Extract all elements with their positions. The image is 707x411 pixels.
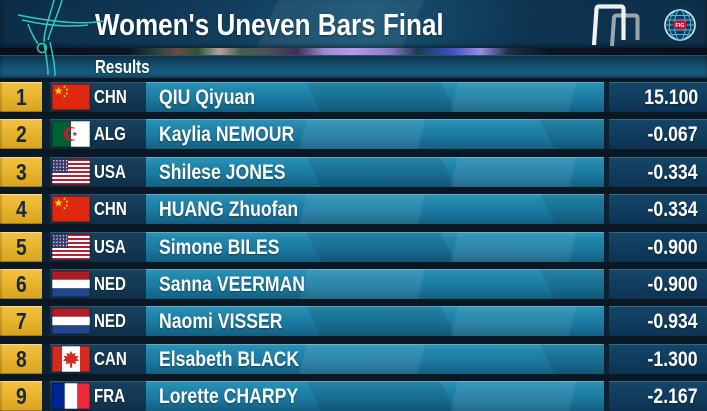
name-cell: Simone BILES <box>146 231 604 262</box>
rank-cell: 4 <box>0 194 42 225</box>
athlete-name: Lorette CHARPY <box>159 385 299 408</box>
rank-cell: 5 <box>0 231 42 262</box>
table-row: 6 NED Sanna VEERMAN -0.900 <box>0 268 707 299</box>
score-value: -0.900 <box>647 235 698 259</box>
rank-number: 2 <box>15 121 27 148</box>
noc-code: CHN <box>94 87 127 107</box>
score-cell: -1.300 <box>604 343 707 374</box>
results-label: Results <box>95 57 150 77</box>
flag-alg-icon <box>52 121 90 148</box>
page-title: Women's Uneven Bars Final <box>95 7 444 42</box>
rank-number: 4 <box>15 196 27 223</box>
table-row: 8 CAN Elsabeth BLACK -1.300 <box>0 343 707 374</box>
athlete-name: Elsabeth BLACK <box>159 347 300 371</box>
rank-cell: 1 <box>0 82 42 112</box>
fig-logo-text: FIG <box>675 23 684 29</box>
score-cell: -0.900 <box>604 231 707 262</box>
flag-usa-icon <box>52 158 90 185</box>
score-value: -2.167 <box>647 385 698 408</box>
noc-code: FRA <box>94 386 126 406</box>
rank-number: 3 <box>15 158 27 185</box>
rank-number: 5 <box>15 233 27 260</box>
name-cell: Sanna VEERMAN <box>146 268 604 299</box>
noc-code: CAN <box>94 348 127 369</box>
table-row: 4 CHN HUANG Zhuofan -0.334 <box>0 194 707 225</box>
athlete-name: Simone BILES <box>159 235 280 259</box>
name-cell: Lorette CHARPY <box>146 381 604 411</box>
flag-fra-icon <box>52 383 90 409</box>
name-cell: Kaylia NEMOUR <box>146 119 604 150</box>
table-row: 7 NED Naomi VISSER -0.934 <box>0 306 707 337</box>
score-value: 15.100 <box>644 86 698 109</box>
athlete-name: Sanna VEERMAN <box>159 272 306 296</box>
name-cell: Naomi VISSER <box>146 306 604 337</box>
name-cell: Elsabeth BLACK <box>146 343 604 374</box>
score-cell: -0.334 <box>604 156 707 187</box>
flag-chn-icon <box>52 196 90 223</box>
rank-cell: 2 <box>0 119 42 150</box>
athlete-name: QIU Qiyuan <box>159 86 256 109</box>
flag-can-icon <box>52 345 90 372</box>
score-value: -0.900 <box>647 272 698 296</box>
rank-cell: 6 <box>0 268 42 299</box>
noc-code: USA <box>94 161 126 182</box>
rank-cell: 7 <box>0 306 42 337</box>
uneven-bars-icon <box>591 4 640 47</box>
score-value: -0.334 <box>647 198 698 222</box>
noc-code: NED <box>94 311 126 332</box>
table-row: 9 FRA Lorette CHARPY -2.167 <box>0 381 707 411</box>
noc-code: CHN <box>94 199 127 220</box>
athlete-name: HUANG Zhuofan <box>159 198 299 222</box>
flag-usa-icon <box>52 233 90 260</box>
rank-number: 8 <box>15 345 27 372</box>
rank-cell: 3 <box>0 156 42 187</box>
rank-cell: 9 <box>0 381 42 411</box>
noc-code: ALG <box>94 124 126 145</box>
score-value: -1.300 <box>647 347 698 371</box>
rank-number: 6 <box>15 270 27 297</box>
flag-ned-icon <box>52 308 90 335</box>
noc-code: USA <box>94 236 126 257</box>
flag-ned-icon <box>52 270 90 297</box>
name-cell: HUANG Zhuofan <box>146 194 604 225</box>
table-row: 1 CHN QIU Qiyuan 15.100 <box>0 82 707 112</box>
score-cell: -0.934 <box>604 306 707 337</box>
athlete-name: Naomi VISSER <box>159 310 283 334</box>
score-value: -0.334 <box>647 160 698 184</box>
athlete-name: Kaylia NEMOUR <box>159 123 295 147</box>
score-cell: -0.900 <box>604 268 707 299</box>
results-subheader: Results <box>0 55 707 78</box>
name-cell: QIU Qiyuan <box>146 82 604 112</box>
score-cell: 15.100 <box>604 82 707 112</box>
flag-chn-icon <box>52 84 90 110</box>
results-table: 1 CHN QIU Qiyuan 15.100 2 ALG Kaylia NEM… <box>0 82 707 411</box>
score-cell: -0.334 <box>604 194 707 225</box>
table-row: 2 ALG Kaylia NEMOUR -0.067 <box>0 119 707 150</box>
noc-code: NED <box>94 273 126 294</box>
athlete-name: Shilese JONES <box>159 160 286 184</box>
score-value: -0.934 <box>647 310 698 334</box>
rank-number: 1 <box>15 84 27 110</box>
table-row: 5 USA Simone BILES -0.900 <box>0 231 707 262</box>
score-cell: -0.067 <box>604 119 707 150</box>
title-bar: Women's Uneven Bars Final FIG <box>0 0 707 48</box>
rank-number: 7 <box>15 308 27 335</box>
video-feed-sliver <box>0 48 707 55</box>
score-value: -0.067 <box>647 123 698 147</box>
rank-number: 9 <box>15 383 27 409</box>
table-row: 3 USA Shilese JONES -0.334 <box>0 156 707 187</box>
rank-cell: 8 <box>0 343 42 374</box>
score-cell: -2.167 <box>604 381 707 411</box>
name-cell: Shilese JONES <box>146 156 604 187</box>
fig-logo-icon: FIG <box>664 9 696 41</box>
